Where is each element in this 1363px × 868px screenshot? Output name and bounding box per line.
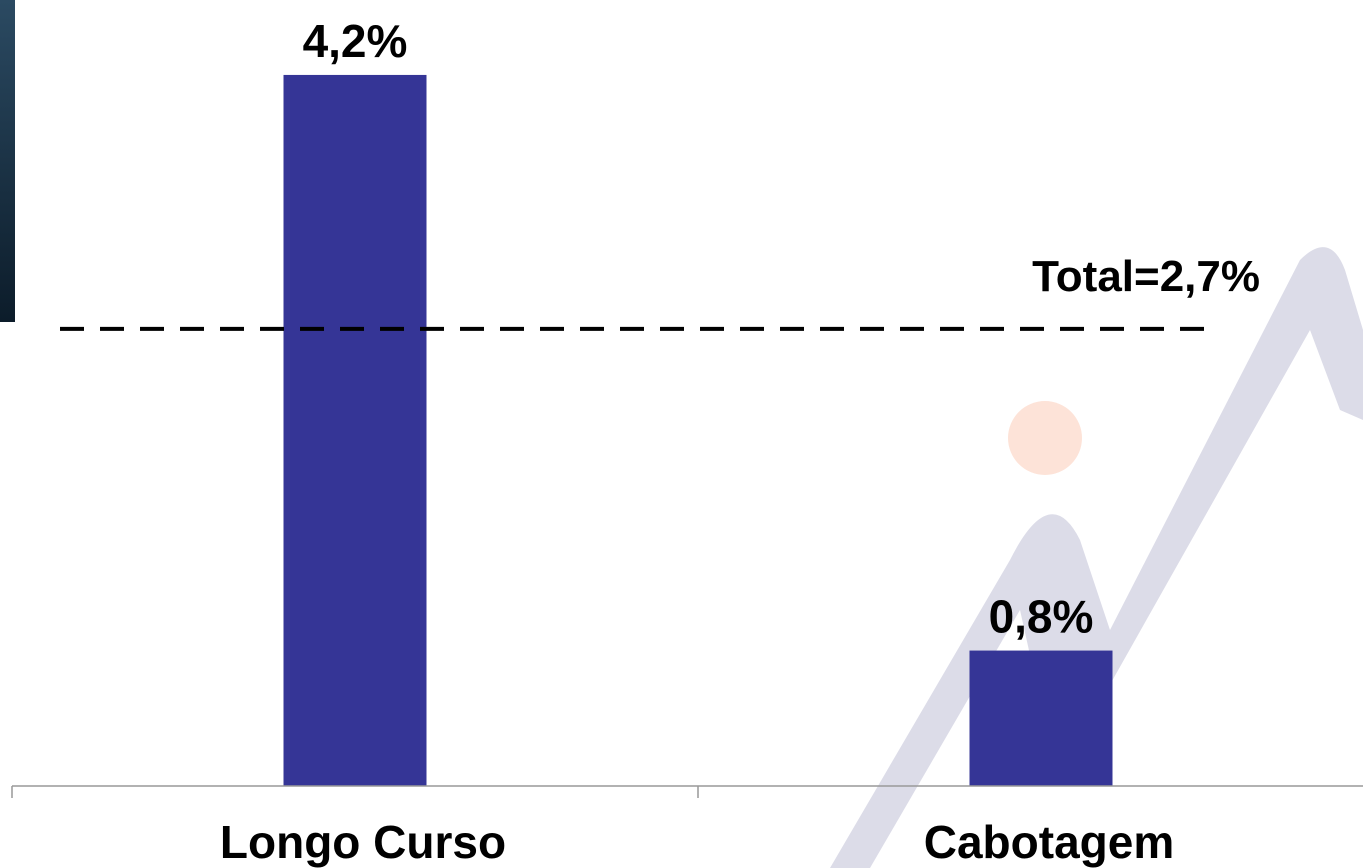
reference-label: Total=2,7% xyxy=(1032,252,1260,301)
background-photo xyxy=(0,0,15,322)
background-logo xyxy=(830,247,1363,868)
background-logo-dot xyxy=(1008,401,1082,475)
value-label: 4,2% xyxy=(303,15,408,67)
value-label: 0,8% xyxy=(989,591,1094,643)
bar xyxy=(969,650,1113,786)
x-tick-label: Cabotagem xyxy=(924,816,1174,868)
bar xyxy=(283,74,427,786)
x-tick-label: Longo Curso xyxy=(220,816,506,868)
